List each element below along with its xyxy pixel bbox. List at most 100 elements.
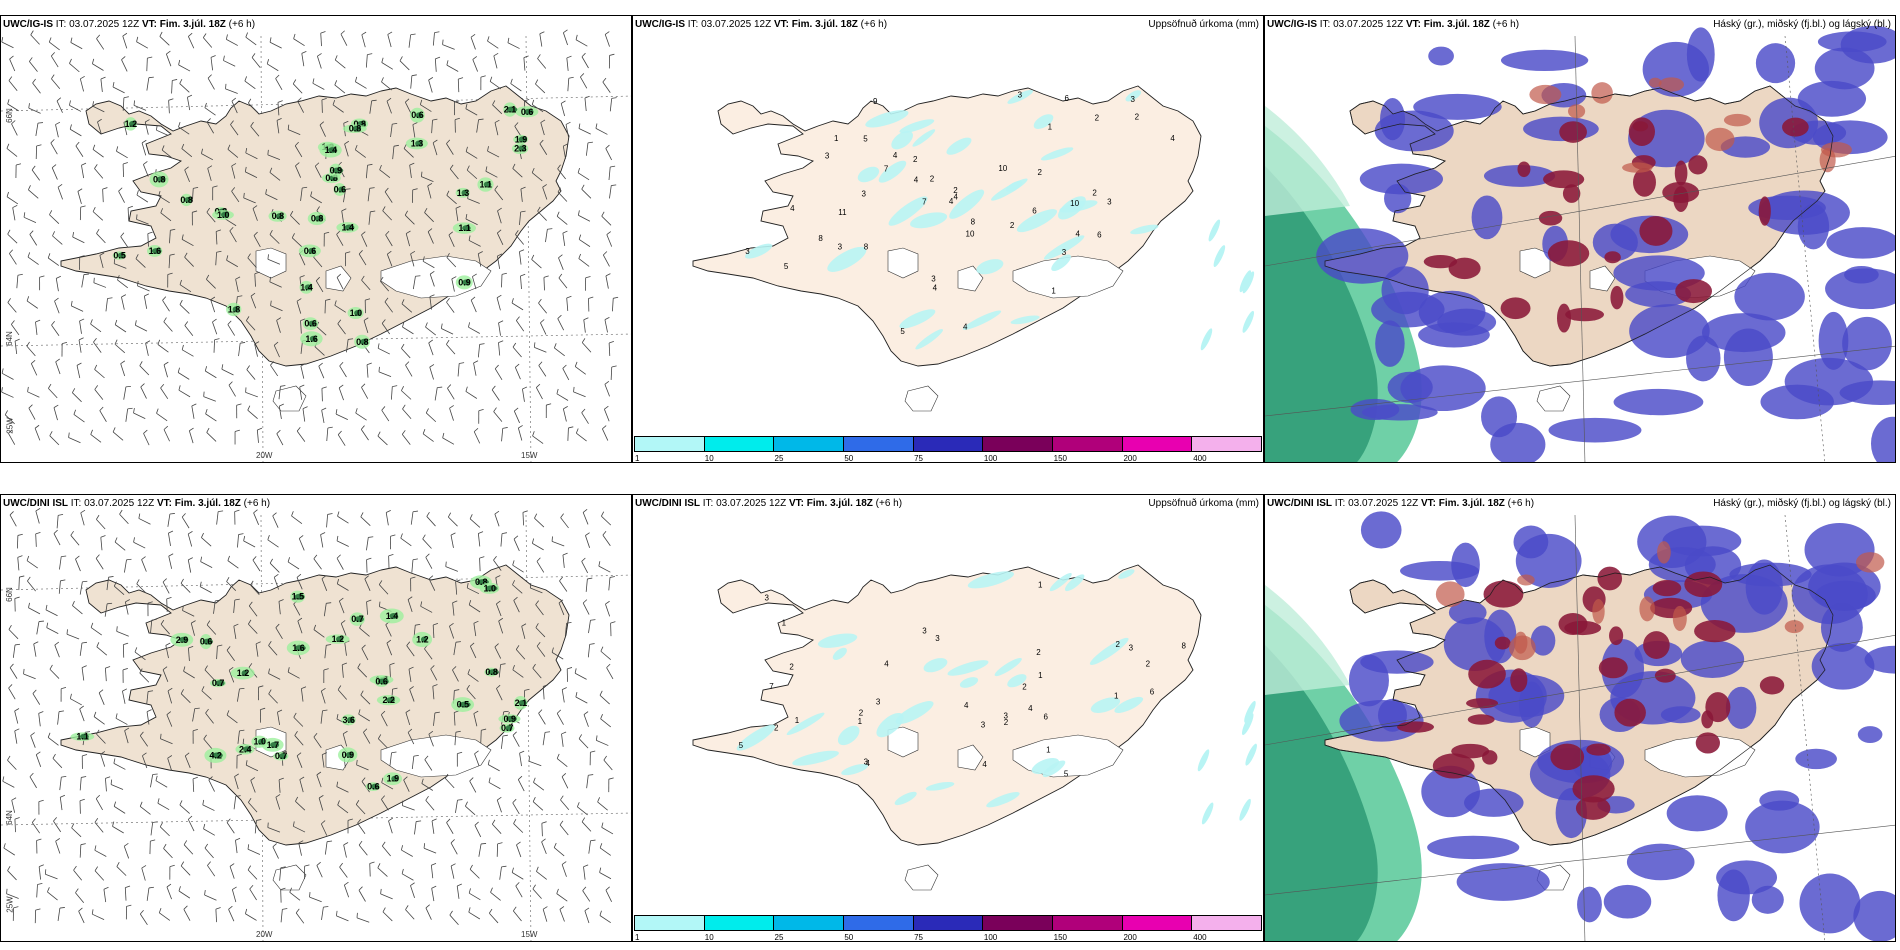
accum-value-label: 8 xyxy=(971,217,976,226)
accum-value-label: 3 xyxy=(838,243,843,252)
precip-value-label: 1.1 xyxy=(480,180,493,190)
wind-barb xyxy=(140,383,147,399)
mid-cloud-blob xyxy=(1797,80,1867,117)
wind-barb xyxy=(39,275,45,291)
wind-barb xyxy=(181,143,193,158)
wind-barb xyxy=(604,317,610,333)
wind-barb xyxy=(167,687,173,704)
axis-tick-label: 25W xyxy=(5,896,15,913)
precip-core xyxy=(151,247,162,254)
accum-precip-patch xyxy=(910,212,948,229)
mid-cloud-blob xyxy=(1613,388,1704,416)
wind-barb xyxy=(450,839,458,855)
wind-barb xyxy=(38,799,44,815)
model-name: UWC/IG-IS xyxy=(3,19,53,30)
wind-barb xyxy=(160,208,172,222)
wind-barb xyxy=(455,799,463,814)
wind-barb xyxy=(468,907,481,920)
precip-value-label: 0.6 xyxy=(304,246,317,256)
accum-precip-patch xyxy=(899,309,936,329)
wind-barb xyxy=(141,556,147,572)
wind-barb xyxy=(267,822,281,833)
wind-barb xyxy=(247,865,258,880)
accum-precip-patch xyxy=(1130,224,1159,235)
precip-core xyxy=(232,306,239,313)
wind-barb xyxy=(491,819,502,834)
mid-cloud-blob xyxy=(1443,617,1507,672)
wind-barb xyxy=(230,120,239,136)
wind-barb xyxy=(585,577,593,592)
precip-core xyxy=(202,638,214,645)
model-name: UWC/IG-IS xyxy=(1267,19,1317,30)
wind-barb xyxy=(384,297,393,313)
wind-barb xyxy=(168,98,174,114)
wind-barb xyxy=(489,76,502,90)
grid-line xyxy=(1265,635,1895,746)
low-cloud-light xyxy=(1435,581,1465,608)
wind-barb xyxy=(136,36,149,49)
wind-barb xyxy=(70,300,84,312)
precip-value-label: 1.4 xyxy=(341,222,354,232)
wind-barb xyxy=(47,253,60,266)
low-cloud-core xyxy=(1674,160,1688,186)
precip-core xyxy=(415,112,423,119)
wind-barb xyxy=(233,623,239,640)
mid-cloud-blob xyxy=(1377,698,1407,732)
precip-value-label: 0.8 xyxy=(485,667,498,677)
wind-barb xyxy=(36,620,44,635)
wind-barb xyxy=(496,600,502,617)
wind-barb xyxy=(427,228,434,244)
wind-barb xyxy=(249,885,257,901)
accum-precip-patch xyxy=(1200,328,1213,351)
wind-barb xyxy=(454,117,460,133)
wind-barb xyxy=(1,368,14,380)
wind-barb xyxy=(79,580,88,595)
wind-barb xyxy=(573,386,586,398)
accum-value-label: 1 xyxy=(1051,286,1056,295)
precip-value-label: 1.0 xyxy=(483,583,496,593)
wind-barb xyxy=(49,431,60,446)
colorbar-swatch xyxy=(1192,437,1262,451)
wind-barb xyxy=(203,823,215,836)
grid-line xyxy=(1265,156,1895,267)
wind-barb xyxy=(237,729,245,744)
precip-value-label: 1.0 xyxy=(350,308,363,318)
wind-barb xyxy=(465,214,478,226)
wind-barb xyxy=(412,122,418,138)
wind-barb xyxy=(202,799,215,811)
wind-barb xyxy=(291,511,303,525)
wind-barb xyxy=(35,508,41,524)
wind-barb xyxy=(470,33,476,50)
accum-precip-patch xyxy=(1118,569,1135,579)
accum-value-label: 8 xyxy=(818,234,823,243)
colorbar-tick-label: 25 xyxy=(774,454,784,463)
low-cloud-core xyxy=(1633,167,1656,197)
wind-barb xyxy=(519,750,525,767)
wind-barb xyxy=(595,735,609,746)
wind-barb xyxy=(599,910,611,924)
wind-barb xyxy=(561,773,569,789)
wind-barb xyxy=(112,427,124,441)
precip-core xyxy=(354,616,364,623)
accum-precip-patch xyxy=(857,166,880,183)
colorbar-tick-label: 150 xyxy=(1053,454,1068,463)
accum-precip-patch xyxy=(967,571,1014,589)
wind-barb xyxy=(533,777,545,791)
wind-barb xyxy=(500,734,508,749)
wind-barb xyxy=(562,552,568,568)
wind-barb xyxy=(363,317,369,333)
precip-value-label: 1.0 xyxy=(217,210,230,220)
accum-value-label: 3 xyxy=(864,757,869,766)
wind-barb xyxy=(366,536,374,551)
wind-barb xyxy=(452,600,458,616)
colorbar-tick-label: 1 xyxy=(635,454,640,463)
wind-barb xyxy=(606,231,613,247)
colorbar-swatch xyxy=(704,916,775,930)
wind-barb xyxy=(226,576,237,591)
iceland-landmass xyxy=(60,564,570,846)
wind-barb xyxy=(535,79,546,94)
wind-barb xyxy=(227,555,239,569)
accum-precip-patch xyxy=(786,712,825,736)
wind-barb xyxy=(278,403,284,420)
wind-barb xyxy=(337,511,349,524)
